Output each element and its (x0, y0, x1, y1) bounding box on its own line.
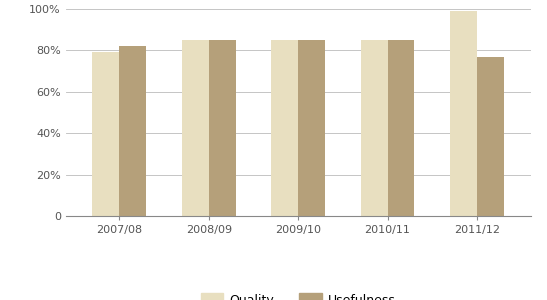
Legend: Quality, Usefulness: Quality, Usefulness (196, 289, 400, 300)
Bar (119, 46, 146, 216)
Bar (387, 40, 415, 216)
Bar (360, 40, 387, 216)
Bar (477, 57, 504, 216)
Bar (271, 40, 298, 216)
Bar (298, 40, 325, 216)
Bar (182, 40, 209, 216)
Bar (209, 40, 236, 216)
Bar (92, 52, 119, 216)
Bar (450, 11, 477, 216)
